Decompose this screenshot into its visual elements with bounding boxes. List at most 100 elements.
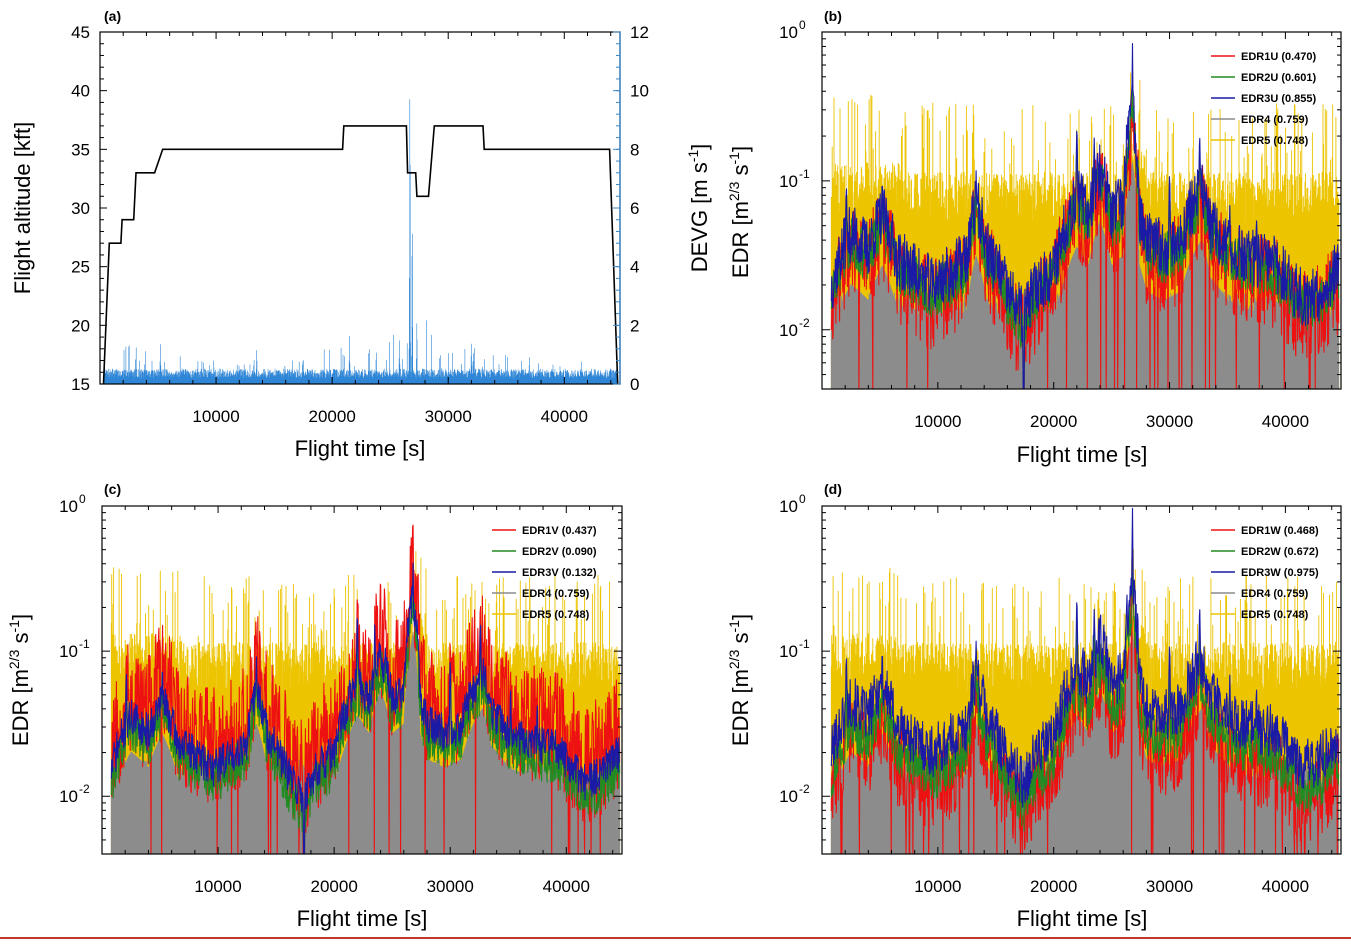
edr3-series [110, 562, 621, 855]
y-title-end: ] [8, 614, 33, 620]
x-tick-label: 30000 [1146, 412, 1193, 431]
legend-label-edr5: EDR5 (0.748) [1241, 135, 1309, 147]
edr1-series [110, 524, 621, 855]
y-title-main: EDR [m [728, 669, 753, 746]
panel-a-ticks: 10000 20000 30000 40000 15 20 25 30 35 40 45 0 2 4 6 8 1… [71, 23, 649, 426]
y-tick-exponent: 0 [799, 492, 806, 506]
y-right-tick-label: 10 [630, 82, 649, 101]
y-title-sup2: -1 [726, 152, 742, 165]
y-left-tick-label: 35 [71, 140, 90, 159]
x-tick-label: 20000 [1030, 412, 1077, 431]
panel-b-label: (b) [824, 8, 842, 24]
x-tick-label: 30000 [1146, 877, 1193, 896]
y-tick-exponent: -1 [799, 637, 810, 651]
panel-a-label: (a) [104, 8, 121, 24]
legend-label-edr5: EDR5 (0.748) [1241, 609, 1309, 621]
panel-c-plot-area [110, 524, 621, 855]
edr3-series [830, 507, 1340, 808]
panel-d-frame [821, 505, 1342, 855]
legend-label-edr4: EDR4 (0.759) [522, 588, 590, 600]
panel-b-x-axis-title: Flight time [s] [1017, 442, 1148, 467]
y-title-mid: s [728, 164, 753, 181]
panel-d-x-axis-title: Flight time [s] [1017, 906, 1148, 931]
panel-a-right-axis-title: DEVG [m s-1] [685, 144, 712, 273]
y-title-sup1: 2/3 [726, 649, 742, 669]
devg-series [103, 99, 618, 384]
y-right-tick-label: 12 [630, 23, 649, 42]
y-right-tick-label: 4 [630, 258, 639, 277]
x-tick-label: 10000 [914, 412, 961, 431]
x-tick-label: 40000 [1262, 412, 1309, 431]
y-title-sup1: 2/3 [726, 181, 742, 201]
y-left-tick-label: 20 [71, 316, 90, 335]
edr4-series [830, 161, 1340, 389]
x-tick-label: 20000 [1030, 877, 1077, 896]
y-tick-exponent: 0 [799, 18, 806, 32]
panel-c-legend: EDR1V (0.437) EDR2V (0.090) EDR3V (0.132) E… [492, 525, 597, 621]
y-title-main: EDR [m [8, 669, 33, 746]
y-tick-label: 10 [59, 787, 78, 806]
y-tick-label: 10 [779, 497, 798, 516]
y-title-sup2: -1 [6, 620, 22, 633]
panel-b-plot-area [830, 42, 1340, 390]
legend-label-edr1: EDR1U (0.470) [1241, 51, 1317, 63]
legend-label-edr2: EDR2W (0.672) [1241, 546, 1319, 558]
panel-b-frame [821, 31, 1342, 390]
y-tick-label: 10 [779, 787, 798, 806]
y-left-tick-label: 25 [71, 258, 90, 277]
right-axis-title-sup: -1 [685, 150, 701, 163]
x-tick-label: 40000 [1262, 877, 1309, 896]
legend-label-edr3: EDR3W (0.975) [1241, 567, 1319, 579]
panel-d-plot-area [830, 507, 1340, 855]
panel-a-left-axis-title: Flight altitude [kft] [10, 122, 35, 294]
legend-label-edr2: EDR2U (0.601) [1241, 72, 1317, 84]
y-right-tick-label: 6 [630, 199, 639, 218]
panel-b-y-axis-title: EDR [m2/3 s-1] [726, 146, 753, 278]
y-left-tick-label: 30 [71, 199, 90, 218]
y-tick-label: 10 [59, 497, 78, 516]
panel-d-legend: EDR1W (0.468) EDR2W (0.672) EDR3W (0.975) E… [1211, 525, 1319, 621]
y-tick-exponent: -1 [79, 637, 90, 651]
panel-d-y-axis-title: EDR [m2/3 s-1] [726, 614, 753, 746]
x-tick-label: 20000 [311, 877, 358, 896]
y-title-main: EDR [m [728, 201, 753, 278]
y-right-tick-label: 0 [630, 375, 639, 394]
legend-label-edr5: EDR5 (0.748) [522, 609, 590, 621]
x-tick-label: 40000 [541, 407, 588, 426]
panel-b-legend: EDR1U (0.470) EDR2U (0.601) EDR3U (0.855) E… [1211, 51, 1317, 147]
legend-label-edr1: EDR1W (0.468) [1241, 525, 1319, 537]
x-tick-label: 10000 [194, 877, 241, 896]
right-axis-title-end: ] [687, 144, 712, 150]
y-title-end: ] [728, 146, 753, 152]
legend-label-edr4: EDR4 (0.759) [1241, 588, 1309, 600]
y-tick-exponent: -2 [79, 782, 90, 796]
y-title-end: ] [728, 614, 753, 620]
x-tick-label: 10000 [192, 407, 239, 426]
y-right-tick-label: 2 [630, 316, 639, 335]
edr3-series [830, 42, 1340, 390]
right-axis-title-main: DEVG [m s [687, 162, 712, 272]
y-title-sup1: 2/3 [6, 649, 22, 669]
y-tick-label: 10 [779, 172, 798, 191]
y-left-tick-label: 40 [71, 82, 90, 101]
panel-a-x-axis-title: Flight time [s] [295, 436, 426, 461]
y-tick-exponent: -2 [799, 316, 810, 330]
x-tick-label: 40000 [543, 877, 590, 896]
y-tick-label: 10 [779, 23, 798, 42]
panel-c-frame [101, 505, 623, 855]
panel-a: 10000 20000 30000 40000 15 20 25 30 35 40 45 0 2 4 6 8 1… [10, 8, 712, 461]
y-tick-exponent: -2 [799, 782, 810, 796]
panel-c-y-axis-title: EDR [m2/3 s-1] [6, 614, 33, 746]
panel-a-frame [99, 31, 621, 385]
legend-label-edr3: EDR3V (0.132) [522, 567, 597, 579]
x-tick-label: 30000 [425, 407, 472, 426]
bottom-rule [0, 937, 1351, 939]
edr4-series [110, 632, 621, 854]
